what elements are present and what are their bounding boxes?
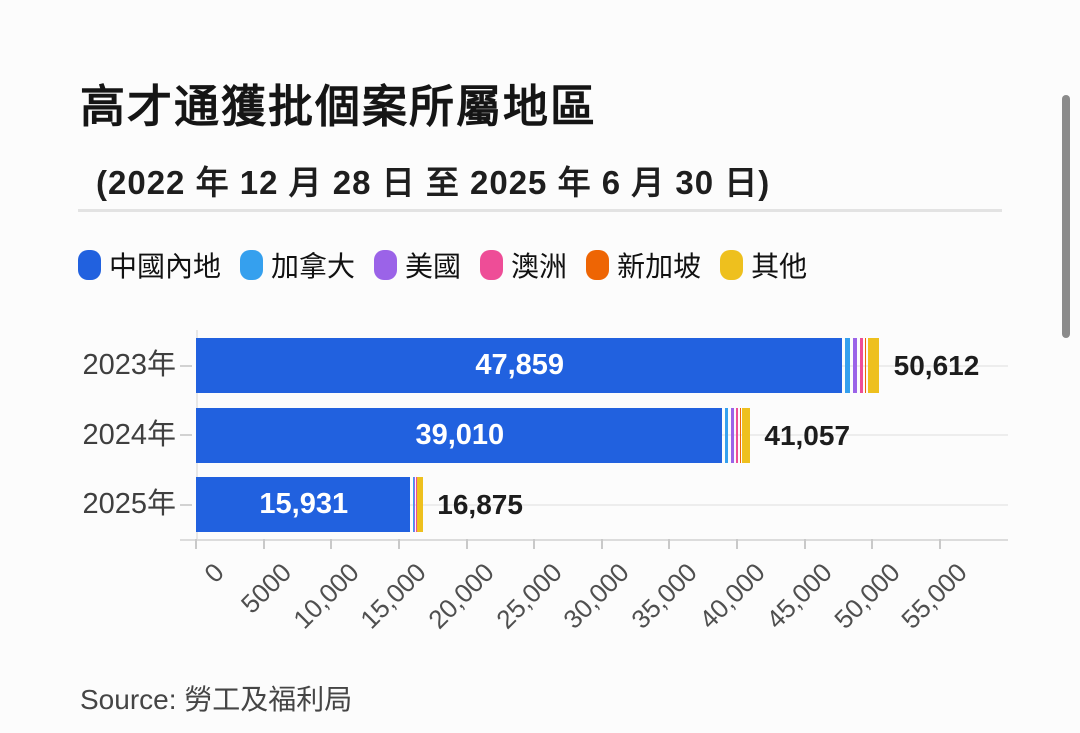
legend-swatch-icon <box>240 250 264 280</box>
chart-title: 高才通獲批個案所屬地區 <box>80 81 598 132</box>
source-note: Source: 勞工及福利局 <box>80 684 353 715</box>
chart-subtitle: (2022 年 12 月 28 日 至 2025 年 6 月 30 日) <box>96 164 771 201</box>
bar-value-label: 15,931 <box>259 488 349 520</box>
x-axis-tick <box>195 539 197 549</box>
legend-item-label: 澳洲 <box>511 251 568 282</box>
bar-segment-其他 <box>867 338 880 393</box>
x-axis-tick-label: 35,000 <box>625 557 703 635</box>
legend-swatch-icon <box>480 250 504 280</box>
bar-segment-澳洲 <box>415 477 417 532</box>
x-axis-tick-label: 20,000 <box>422 557 500 635</box>
x-axis-tick-label: 45,000 <box>760 557 838 635</box>
x-axis-tick-label: 0 <box>197 557 230 589</box>
bar-total-label: 50,612 <box>893 350 980 381</box>
bar-value-label: 47,859 <box>475 349 565 381</box>
divider <box>78 209 1002 212</box>
row-grid-line <box>196 503 1008 506</box>
scrollbar-thumb[interactable] <box>1062 95 1070 338</box>
bar-segment-美國 <box>414 477 415 532</box>
bar-segment-加拿大 <box>724 407 729 463</box>
y-axis-tick <box>180 364 192 367</box>
bar-segment-中國內地 <box>196 407 723 463</box>
legend-swatch-icon <box>720 250 744 280</box>
bar-segment-澳洲 <box>859 338 863 393</box>
y-axis-category-label: 2023年 <box>82 349 176 381</box>
x-axis-line <box>180 539 1008 541</box>
x-axis-tick <box>736 539 739 549</box>
bar-segment-澳洲 <box>736 407 738 463</box>
y-axis-tick <box>180 434 192 436</box>
bar-segment-其他 <box>417 477 424 532</box>
legend-item-label: 美國 <box>405 251 462 282</box>
bar-segment-中國內地 <box>196 338 842 393</box>
x-axis-tick <box>871 539 874 549</box>
x-axis-tick-label: 30,000 <box>557 557 636 635</box>
x-axis-tick-label: 55,000 <box>895 557 974 635</box>
y-axis-category-label: 2024年 <box>82 418 176 451</box>
legend-item-label: 加拿大 <box>271 251 356 282</box>
y-axis-category-label: 2025年 <box>82 488 176 520</box>
legend-item-5: 新加坡 <box>586 245 701 285</box>
x-axis-tick <box>803 539 806 549</box>
legend-item-4: 澳洲 <box>480 245 567 285</box>
bar-segment-中國內地 <box>196 477 410 532</box>
legend-item-label: 其他 <box>751 251 808 282</box>
legend-item-3: 美國 <box>374 245 461 285</box>
x-axis-tick <box>330 539 333 549</box>
bar-value-label: 39,010 <box>415 418 505 451</box>
legend-item-1: 中國內地 <box>78 245 221 285</box>
legend-item-label: 中國內地 <box>109 251 222 282</box>
bar-segment-新加坡 <box>740 407 741 463</box>
bar-segment-加拿大 <box>412 477 414 532</box>
legend-swatch-icon <box>374 250 398 280</box>
x-axis-tick-label: 10,000 <box>287 557 365 635</box>
bar-segment-其他 <box>741 407 751 463</box>
bar-total-label: 41,057 <box>764 419 851 451</box>
bar-segment-美國 <box>730 407 734 463</box>
x-axis-tick-label: 25,000 <box>489 557 568 635</box>
x-axis-tick-label: 5000 <box>234 557 297 620</box>
bar-segment-加拿大 <box>844 338 851 393</box>
legend-swatch-icon <box>78 250 101 280</box>
x-axis-tick-label: 15,000 <box>354 557 433 635</box>
legend-item-6: 其他 <box>720 245 807 285</box>
x-axis-tick <box>533 539 536 549</box>
legend: 中國內地 加拿大 美國 澳洲 新加坡 其他 <box>78 245 807 285</box>
bar-segment-新加坡 <box>865 338 866 393</box>
x-axis-tick-label: 50,000 <box>828 557 906 635</box>
legend-item-2: 加拿大 <box>240 245 355 285</box>
x-axis-tick-label: 40,000 <box>692 557 771 635</box>
legend-swatch-icon <box>586 250 610 280</box>
bar-segment-美國 <box>852 338 858 393</box>
x-axis-tick <box>600 539 603 549</box>
x-axis-tick <box>939 539 941 549</box>
x-axis-tick <box>465 539 468 549</box>
legend-item-label: 新加坡 <box>617 251 702 282</box>
bar-segment-新加坡 <box>416 477 418 532</box>
x-axis-tick <box>397 539 400 549</box>
y-axis-tick <box>180 503 192 506</box>
x-axis-tick <box>668 539 671 549</box>
bar-total-label: 16,875 <box>437 489 523 520</box>
x-axis-tick <box>262 539 265 549</box>
